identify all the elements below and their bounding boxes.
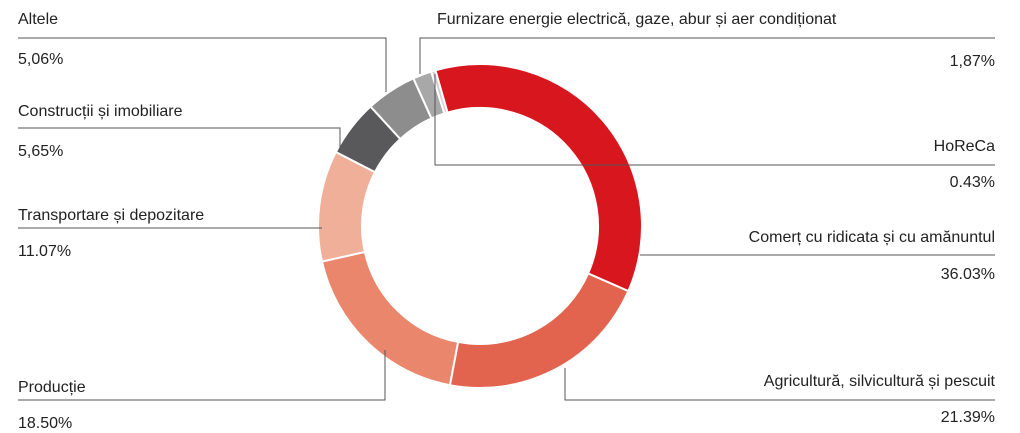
value-label: 5,06% xyxy=(18,51,63,68)
donut-segment xyxy=(320,250,460,387)
leader-line xyxy=(18,350,386,401)
donut-segment xyxy=(448,272,630,389)
category-label: Agricultură, silvicultură și pescuit xyxy=(764,373,996,390)
leader-line xyxy=(18,37,387,92)
leader-line xyxy=(18,127,341,152)
category-label: Altele xyxy=(18,11,58,28)
category-label: Producție xyxy=(18,379,86,396)
leader-line xyxy=(564,368,995,401)
value-label: 0.43% xyxy=(950,174,995,191)
category-label: Construcții și imobiliare xyxy=(18,103,183,120)
value-label: 11.07% xyxy=(18,243,71,260)
leader-line xyxy=(434,74,995,166)
value-label: 5,65% xyxy=(18,143,63,160)
value-label: 18.50% xyxy=(18,415,72,432)
leader-line xyxy=(419,37,995,74)
value-label: 1,87% xyxy=(950,53,995,70)
category-label: HoReCa xyxy=(934,138,995,155)
category-label: Furnizare energie electrică, gaze, abur … xyxy=(437,11,837,28)
value-label: 36.03% xyxy=(941,266,995,283)
category-label: Transportare și depozitare xyxy=(18,207,204,224)
category-label: Comerț cu ridicata și cu amănuntul xyxy=(749,229,995,246)
value-label: 21.39% xyxy=(941,409,995,426)
donut-segment xyxy=(434,63,643,293)
